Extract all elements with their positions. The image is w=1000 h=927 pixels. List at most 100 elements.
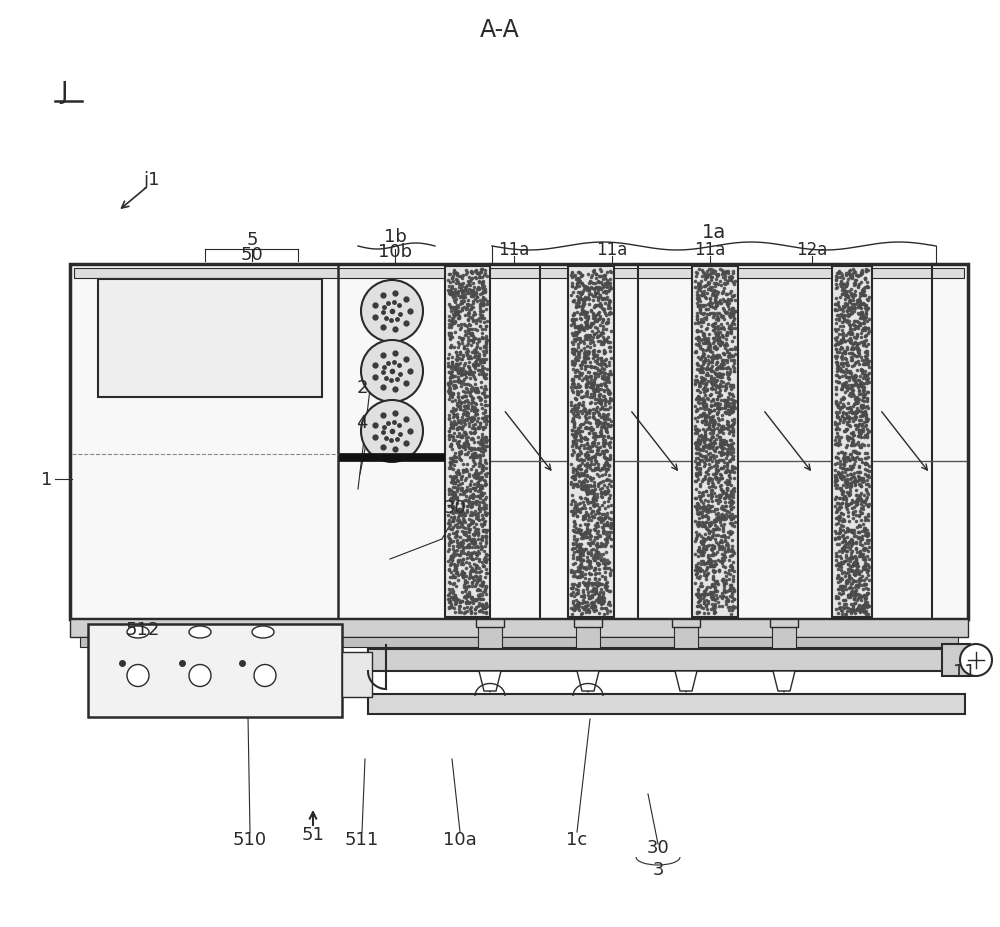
Point: [830, 467, 846, 482]
Point: [597, 297, 613, 311]
Point: [459, 434, 475, 449]
Point: [848, 403, 864, 418]
Point: [719, 287, 735, 302]
Point: [474, 323, 490, 337]
Point: [478, 525, 494, 540]
Point: [476, 315, 492, 330]
Point: [851, 384, 867, 399]
Point: [839, 278, 855, 293]
Point: [856, 577, 872, 591]
Point: [698, 484, 714, 499]
Point: [467, 345, 483, 360]
Point: [599, 535, 615, 550]
Point: [457, 283, 473, 298]
Point: [832, 457, 848, 472]
Point: [587, 289, 603, 304]
Point: [836, 514, 852, 528]
Point: [593, 551, 609, 565]
Point: [472, 536, 488, 551]
Point: [690, 317, 706, 332]
Point: [578, 578, 594, 592]
Point: [844, 360, 860, 375]
Point: [583, 514, 599, 528]
Point: [715, 330, 731, 345]
Point: [451, 310, 467, 324]
Point: [458, 280, 474, 295]
Point: [831, 435, 847, 450]
Point: [596, 429, 612, 444]
Point: [469, 295, 485, 310]
Point: [463, 426, 479, 441]
Point: [830, 446, 846, 461]
Point: [840, 289, 856, 304]
Point: [859, 523, 875, 538]
Point: [707, 326, 723, 341]
Point: [588, 448, 604, 463]
Point: [479, 410, 495, 425]
Point: [454, 411, 470, 425]
Point: [830, 569, 846, 584]
Point: [599, 532, 615, 547]
Point: [603, 516, 619, 531]
Point: [707, 322, 723, 337]
Point: [692, 490, 708, 505]
Point: [598, 333, 614, 348]
Point: [723, 543, 739, 558]
Point: [709, 400, 725, 415]
Point: [595, 435, 611, 450]
Point: [461, 271, 477, 286]
Point: [692, 362, 708, 377]
Point: [585, 294, 601, 309]
Point: [475, 493, 491, 508]
Point: [579, 351, 595, 366]
Point: [457, 400, 473, 414]
Point: [836, 345, 852, 360]
Point: [695, 376, 711, 391]
Point: [575, 335, 591, 349]
Point: [567, 404, 583, 419]
Point: [828, 334, 844, 349]
Point: [570, 345, 586, 360]
Point: [448, 527, 464, 541]
Point: [849, 329, 865, 344]
Point: [695, 449, 711, 464]
Point: [833, 471, 849, 486]
Point: [587, 566, 603, 581]
Point: [724, 593, 740, 608]
Point: [463, 463, 479, 477]
Point: [858, 264, 874, 279]
Point: [457, 389, 473, 404]
Point: [566, 529, 582, 544]
Point: [838, 480, 854, 495]
Point: [460, 298, 476, 313]
Point: [860, 500, 876, 514]
Point: [468, 463, 484, 477]
Point: [848, 397, 864, 412]
Point: [440, 529, 456, 544]
Point: [458, 408, 474, 423]
Point: [697, 336, 713, 350]
Point: [856, 370, 872, 385]
Point: [856, 523, 872, 538]
Point: [857, 345, 873, 360]
Point: [451, 337, 467, 351]
Point: [834, 302, 850, 317]
Point: [586, 500, 602, 514]
Point: [478, 529, 494, 544]
Point: [443, 286, 459, 301]
Point: [469, 413, 485, 428]
Point: [702, 296, 718, 311]
Point: [441, 428, 457, 443]
Point: [843, 404, 859, 419]
Point: [853, 547, 869, 562]
Point: [446, 265, 462, 280]
Point: [853, 497, 869, 512]
Point: [703, 437, 719, 451]
Point: [598, 334, 614, 349]
Point: [688, 446, 704, 461]
Point: [566, 420, 582, 435]
Point: [464, 561, 480, 576]
Point: [601, 295, 617, 310]
Point: [591, 382, 607, 397]
Point: [565, 295, 581, 310]
